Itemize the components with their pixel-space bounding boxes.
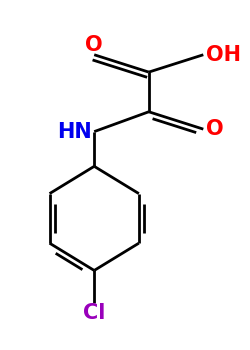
Text: HN: HN — [57, 121, 92, 142]
Text: OH: OH — [206, 45, 241, 65]
Text: O: O — [86, 35, 103, 55]
Text: O: O — [206, 119, 224, 139]
Text: Cl: Cl — [83, 303, 106, 323]
